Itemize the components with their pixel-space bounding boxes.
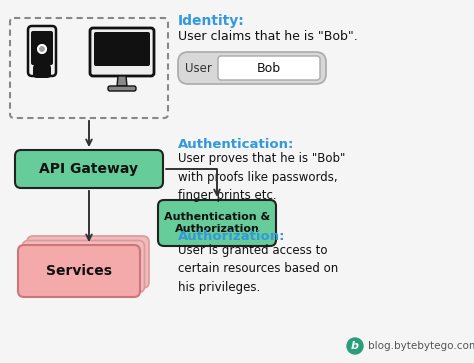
Text: Identity:: Identity: bbox=[178, 14, 245, 28]
FancyBboxPatch shape bbox=[22, 241, 145, 293]
Circle shape bbox=[38, 45, 46, 53]
FancyBboxPatch shape bbox=[108, 86, 136, 91]
Polygon shape bbox=[117, 76, 127, 86]
Circle shape bbox=[39, 69, 45, 74]
Circle shape bbox=[347, 338, 363, 354]
FancyBboxPatch shape bbox=[33, 64, 51, 78]
Text: Authentication &
Authorization: Authentication & Authorization bbox=[164, 212, 270, 234]
Text: User proves that he is "Bob"
with proofs like passwords,
finger prints etc.: User proves that he is "Bob" with proofs… bbox=[178, 152, 346, 202]
FancyBboxPatch shape bbox=[28, 26, 56, 76]
FancyBboxPatch shape bbox=[178, 52, 326, 84]
FancyBboxPatch shape bbox=[39, 56, 45, 68]
FancyBboxPatch shape bbox=[158, 200, 276, 246]
Text: blog.bytebytego.com: blog.bytebytego.com bbox=[368, 341, 474, 351]
FancyBboxPatch shape bbox=[27, 236, 149, 288]
FancyBboxPatch shape bbox=[18, 245, 140, 297]
FancyBboxPatch shape bbox=[31, 31, 53, 65]
Text: Authentication:: Authentication: bbox=[178, 138, 294, 151]
Text: Bob: Bob bbox=[257, 61, 281, 74]
Text: API Gateway: API Gateway bbox=[39, 162, 138, 176]
FancyBboxPatch shape bbox=[94, 32, 150, 66]
FancyBboxPatch shape bbox=[90, 28, 154, 76]
Text: User claims that he is "Bob".: User claims that he is "Bob". bbox=[178, 30, 358, 43]
FancyBboxPatch shape bbox=[15, 150, 163, 188]
Text: Services: Services bbox=[46, 264, 112, 278]
Text: User is granted access to
certain resources based on
his privileges.: User is granted access to certain resour… bbox=[178, 244, 338, 294]
Text: Authorization:: Authorization: bbox=[178, 230, 285, 243]
Text: b: b bbox=[351, 341, 359, 351]
FancyBboxPatch shape bbox=[218, 56, 320, 80]
Text: User: User bbox=[184, 61, 211, 74]
